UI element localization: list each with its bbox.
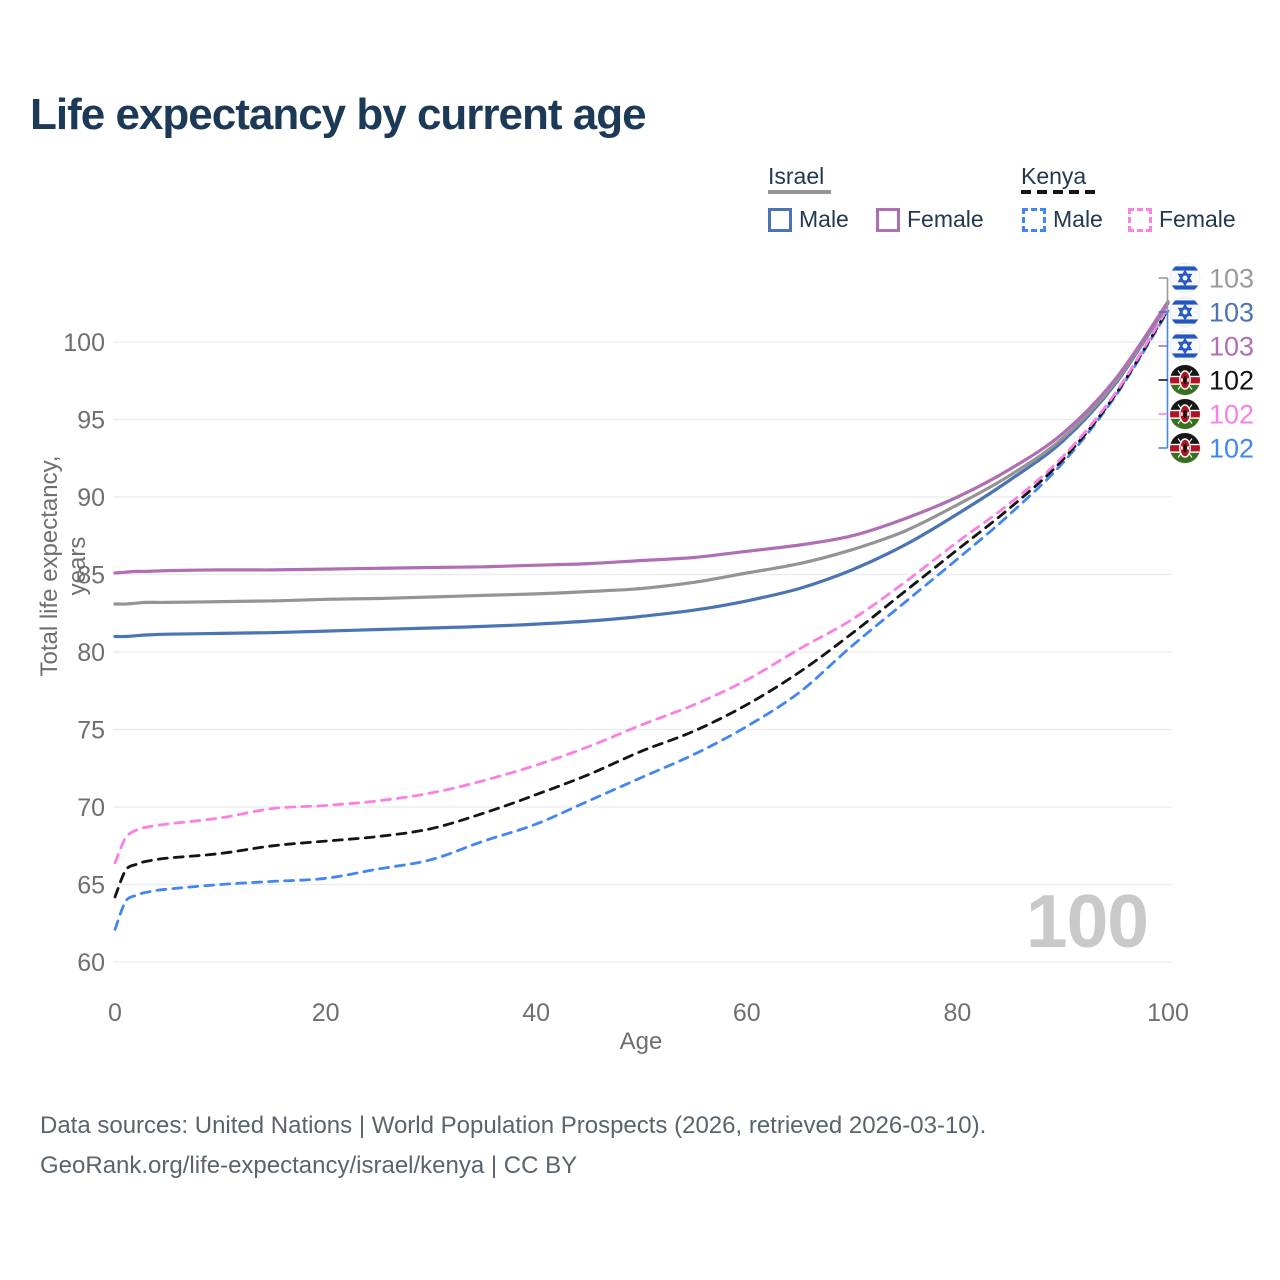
svg-text:100: 100	[63, 329, 105, 357]
svg-text:0: 0	[108, 999, 122, 1027]
legend-item-kenya-male: Male	[1022, 206, 1103, 233]
footer-attribution: GeoRank.org/life-expectancy/israel/kenya…	[40, 1152, 578, 1179]
watermark-age-100: 100	[1025, 879, 1149, 963]
end-label-value: 103	[1209, 298, 1254, 328]
svg-text:95: 95	[77, 407, 105, 435]
kenya-flag-icon	[1169, 398, 1201, 430]
end-label-row: 103	[1169, 296, 1254, 328]
series-line-israel-male	[113, 301, 1170, 639]
end-value-labels: 103 103 103 102 102 102	[1169, 262, 1254, 464]
end-label-value: 102	[1209, 434, 1254, 464]
end-label-row: 103	[1169, 262, 1254, 294]
kenya-dashed-line-sample	[1021, 190, 1095, 194]
x-axis-title: Age	[619, 1028, 663, 1055]
svg-text:60: 60	[77, 949, 105, 977]
legend-item-label: Male	[1053, 206, 1103, 232]
page-title: Life expectancy by current age	[30, 90, 647, 139]
svg-text:90: 90	[77, 484, 105, 512]
y-axis-title: Total life expectancy, years	[36, 455, 91, 677]
legend-group-kenya-header: Kenya	[1021, 163, 1087, 189]
israel-female-swatch-icon	[876, 207, 900, 232]
series-lines	[113, 300, 1170, 931]
y-axis-tick-labels: 60 65 70 75 80 85 90 95 100	[63, 329, 105, 977]
svg-text:20: 20	[312, 999, 340, 1027]
legend-item-israel-female: Female	[876, 206, 984, 233]
svg-text:65: 65	[77, 872, 105, 900]
svg-text:60: 60	[733, 999, 761, 1027]
end-label-row: 102	[1169, 364, 1254, 396]
svg-text:100: 100	[1147, 999, 1189, 1027]
end-label-value: 102	[1209, 366, 1254, 396]
footer: Data sources: United Nations | World Pop…	[40, 1106, 986, 1186]
svg-text:85: 85	[77, 562, 105, 590]
legend-item-label: Female	[1159, 206, 1236, 232]
israel-male-swatch-icon	[768, 207, 792, 232]
series-line-kenya-both	[113, 308, 1170, 899]
series-line-israel-female	[113, 300, 1170, 575]
kenya-male-swatch-icon	[1022, 207, 1046, 232]
svg-text:80: 80	[77, 639, 105, 667]
israel-solid-line-sample	[768, 190, 831, 194]
israel-flag-icon	[1169, 262, 1201, 294]
end-label-row: 102	[1169, 432, 1254, 464]
gridlines	[113, 341, 1172, 963]
kenya-female-swatch-icon	[1128, 207, 1152, 232]
end-label-row: 102	[1169, 398, 1254, 430]
svg-text:70: 70	[77, 794, 105, 822]
svg-text:75: 75	[77, 717, 105, 745]
svg-text:40: 40	[522, 999, 550, 1027]
end-label-leader-lines	[1158, 277, 1169, 449]
series-line-kenya-female	[113, 306, 1170, 865]
legend-item-label: Male	[799, 206, 849, 232]
legend-item-label: Female	[907, 206, 984, 232]
footer-data-sources: Data sources: United Nations | World Pop…	[40, 1112, 987, 1139]
series-line-kenya-male	[113, 309, 1170, 931]
end-label-value: 103	[1209, 264, 1254, 294]
svg-text:80: 80	[943, 999, 971, 1027]
kenya-flag-icon	[1169, 432, 1201, 464]
end-label-row: 103	[1169, 330, 1254, 362]
x-axis-tick-labels: 0 20 40 60 80 100	[108, 999, 1189, 1027]
end-label-value: 102	[1209, 400, 1254, 430]
end-label-value: 103	[1209, 332, 1254, 362]
legend-item-israel-male: Male	[768, 206, 849, 233]
israel-flag-icon	[1169, 330, 1201, 362]
kenya-flag-icon	[1169, 364, 1201, 396]
israel-flag-icon	[1169, 296, 1201, 328]
legend-group-israel-header: Israel	[768, 163, 825, 189]
legend-item-kenya-female: Female	[1128, 206, 1236, 233]
series-line-israel-both	[113, 300, 1170, 606]
